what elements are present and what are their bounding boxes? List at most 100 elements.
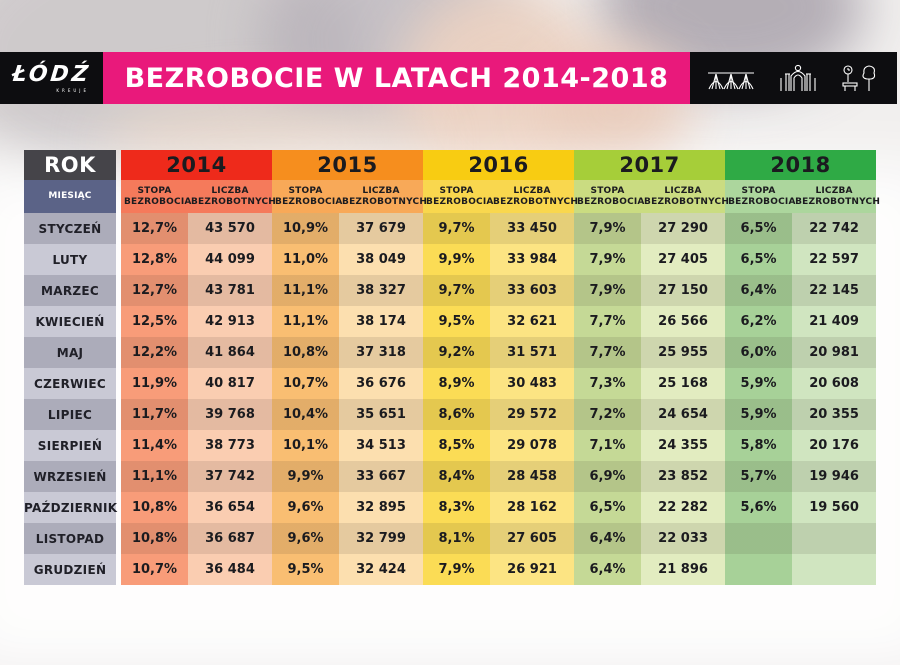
- stopa-value-cell: 5,8%: [725, 430, 793, 461]
- stopa-value-cell: 11,1%: [272, 275, 340, 306]
- liczba-value-cell: 20 981: [792, 337, 877, 368]
- table-row: KWIECIEŃ 12,5% 42 913 11,1% 38 174 9,5% 32 621…: [24, 306, 877, 337]
- liczba-value-cell: 32 895: [339, 492, 424, 523]
- stopa-value-cell: 12,7%: [121, 275, 188, 306]
- rok-header: ROK: [24, 150, 116, 180]
- liczba-value-cell: 43 570: [188, 213, 273, 244]
- stopa-value-cell: 12,5%: [121, 306, 188, 337]
- stopa-value-cell: 10,1%: [272, 430, 340, 461]
- liczba-value-cell: 27 605: [490, 523, 575, 554]
- liczba-value-cell: 38 773: [188, 430, 273, 461]
- liczba-value-cell: 36 484: [188, 554, 273, 585]
- stopa-subheader-2018: STOPA BEZROBOCIA: [725, 180, 795, 213]
- stopa-value-cell: 11,1%: [121, 461, 188, 492]
- stopa-value-cell: 6,5%: [725, 244, 793, 275]
- liczba-value-cell: 26 566: [641, 306, 726, 337]
- table-row: WRZESIEŃ 11,1% 37 742 9,9% 33 667 8,4% 28 458 6…: [24, 461, 877, 492]
- year-header-2016: 2016: [423, 150, 575, 180]
- liczba-subheader-2014: LICZBA BEZROBOTNYCH: [188, 180, 276, 213]
- gate-icon: [773, 62, 823, 94]
- stopa-value-cell: 6,4%: [574, 523, 642, 554]
- stopa-value-cell: 7,9%: [574, 213, 642, 244]
- stopa-value-cell: 9,7%: [423, 213, 491, 244]
- stopa-value-cell: 12,7%: [121, 213, 188, 244]
- stopa-value-cell: 7,7%: [574, 306, 642, 337]
- lodz-logo-tagline: KREUJE: [56, 87, 89, 93]
- stopa-value-cell: [725, 554, 793, 585]
- lodz-logo: ŁÓDŹ KREUJE: [0, 52, 103, 104]
- title-bar: BEZROBOCIE W LATACH 2014-2018: [103, 52, 690, 104]
- stopa-value-cell: 11,4%: [121, 430, 188, 461]
- table-row: SIERPIEŃ 11,4% 38 773 10,1% 34 513 8,5% 29 078…: [24, 430, 877, 461]
- stopa-value-cell: 9,5%: [272, 554, 340, 585]
- liczba-subheader-2017: LICZBA BEZROBOTNYCH: [641, 180, 729, 213]
- liczba-value-cell: 32 424: [339, 554, 424, 585]
- liczba-value-cell: 33 450: [490, 213, 575, 244]
- month-cell: WRZESIEŃ: [24, 461, 116, 492]
- liczba-value-cell: 38 174: [339, 306, 424, 337]
- month-cell: PAŹDZIERNIK: [24, 492, 117, 523]
- liczba-value-cell: 40 817: [188, 368, 273, 399]
- liczba-value-cell: 41 864: [188, 337, 273, 368]
- stopa-value-cell: 5,9%: [725, 368, 793, 399]
- stopa-value-cell: 7,2%: [574, 399, 642, 430]
- stopa-value-cell: 10,7%: [272, 368, 340, 399]
- stopa-value-cell: 10,9%: [272, 213, 340, 244]
- liczba-value-cell: 39 768: [188, 399, 273, 430]
- stopa-value-cell: 8,4%: [423, 461, 491, 492]
- table-row: GRUDZIEŃ 10,7% 36 484 9,5% 32 424 7,9% 26 921 6…: [24, 554, 877, 585]
- liczba-value-cell: 38 049: [339, 244, 424, 275]
- stopa-value-cell: 9,5%: [423, 306, 491, 337]
- liczba-value-cell: 42 913: [188, 306, 273, 337]
- stopa-value-cell: 9,9%: [423, 244, 491, 275]
- liczba-value-cell: 31 571: [490, 337, 575, 368]
- liczba-subheader-2018: LICZBA BEZROBOTNYCH: [792, 180, 880, 213]
- year-header-2014: 2014: [121, 150, 273, 180]
- month-cell: LIPIEC: [24, 399, 116, 430]
- liczba-value-cell: 21 409: [792, 306, 877, 337]
- table-row: STYCZEŃ 12,7% 43 570 10,9% 37 679 9,7% 33 450 7…: [24, 213, 877, 244]
- stopa-value-cell: 10,8%: [121, 492, 188, 523]
- liczba-value-cell: 27 150: [641, 275, 726, 306]
- stopa-value-cell: 6,2%: [725, 306, 793, 337]
- liczba-value-cell: 22 597: [792, 244, 877, 275]
- table-row: LUTY 12,8% 44 099 11,0% 38 049 9,9% 33 984 7,9%…: [24, 244, 877, 275]
- liczba-value-cell: 22 033: [641, 523, 726, 554]
- liczba-value-cell: 20 355: [792, 399, 877, 430]
- stopa-value-cell: 7,7%: [574, 337, 642, 368]
- liczba-value-cell: 19 560: [792, 492, 877, 523]
- year-header-2018: 2018: [725, 150, 877, 180]
- liczba-value-cell: 21 896: [641, 554, 726, 585]
- liczba-value-cell: 29 078: [490, 430, 575, 461]
- liczba-value-cell: 32 799: [339, 523, 424, 554]
- liczba-value-cell: 20 176: [792, 430, 877, 461]
- stopa-value-cell: 11,0%: [272, 244, 340, 275]
- liczba-subheader-2016: LICZBA BEZROBOTNYCH: [490, 180, 578, 213]
- month-cell: KWIECIEŃ: [24, 306, 116, 337]
- month-cell: LUTY: [24, 244, 116, 275]
- liczba-value-cell: 36 676: [339, 368, 424, 399]
- stopa-value-cell: 6,4%: [725, 275, 793, 306]
- stopa-value-cell: 7,9%: [574, 244, 642, 275]
- stopa-value-cell: 6,0%: [725, 337, 793, 368]
- liczba-value-cell: 37 679: [339, 213, 424, 244]
- year-header-2017: 2017: [574, 150, 726, 180]
- stopa-value-cell: 11,9%: [121, 368, 188, 399]
- stopa-value-cell: 9,6%: [272, 492, 340, 523]
- liczba-value-cell: 43 781: [188, 275, 273, 306]
- liczba-value-cell: 38 327: [339, 275, 424, 306]
- stopa-value-cell: 5,6%: [725, 492, 793, 523]
- month-cell: SIERPIEŃ: [24, 430, 116, 461]
- stopa-value-cell: 9,6%: [272, 523, 340, 554]
- header-banner: ŁÓDŹ KREUJE BEZROBOCIE W LATACH 2014-201…: [0, 52, 900, 104]
- stopa-value-cell: 8,3%: [423, 492, 491, 523]
- stopa-value-cell: 6,5%: [725, 213, 793, 244]
- stopa-value-cell: 11,1%: [272, 306, 340, 337]
- page-title: BEZROBOCIE W LATACH 2014-2018: [124, 62, 669, 94]
- month-cell: MAJ: [24, 337, 116, 368]
- stopa-value-cell: 6,4%: [574, 554, 642, 585]
- stopa-value-cell: 9,7%: [423, 275, 491, 306]
- stopa-value-cell: 11,7%: [121, 399, 188, 430]
- liczba-value-cell: 28 458: [490, 461, 575, 492]
- liczba-value-cell: 25 168: [641, 368, 726, 399]
